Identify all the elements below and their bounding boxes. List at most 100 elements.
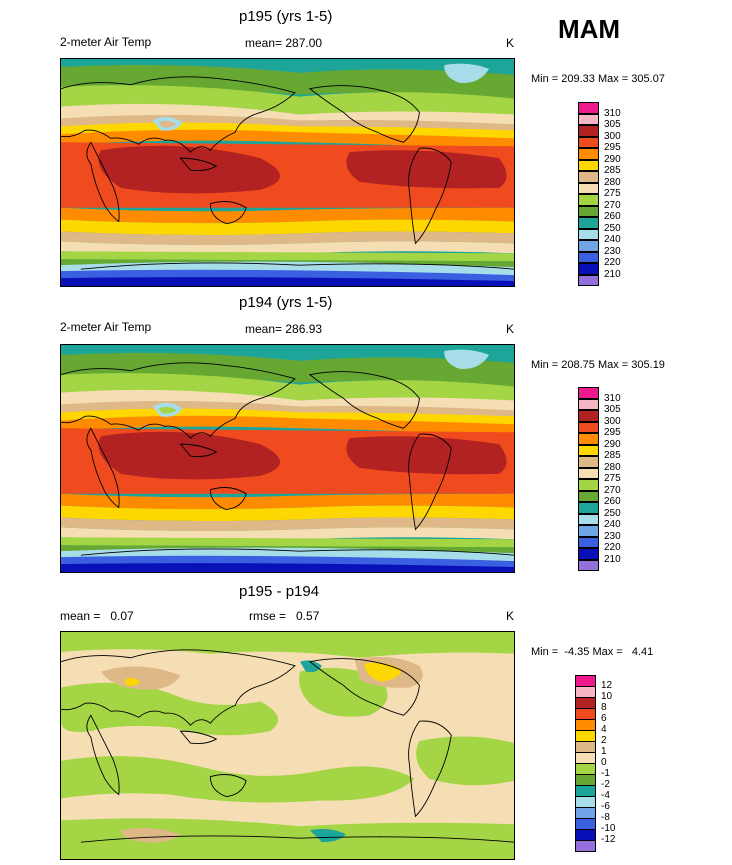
panel-3-units: K xyxy=(506,609,515,623)
legend-swatch xyxy=(578,251,599,263)
legend-tick-label: 10 xyxy=(601,691,613,702)
southern-ocean-band xyxy=(61,537,514,548)
legend-swatch xyxy=(578,240,599,252)
legend-tick-label: 6 xyxy=(601,713,607,724)
legend-swatch xyxy=(578,136,599,148)
legend-tick-label: 275 xyxy=(604,473,621,484)
legend-swatch xyxy=(575,785,596,797)
subtropic-south xyxy=(61,505,514,522)
panel-2-units: K xyxy=(506,322,515,336)
legend-swatch xyxy=(578,102,599,114)
legend-tick-label: 240 xyxy=(604,234,621,245)
panel-3-difference-field xyxy=(61,632,514,859)
positive-patch-antarctic xyxy=(120,828,181,843)
negative-peak-north-pacific xyxy=(299,660,322,673)
season-title: MAM xyxy=(558,14,621,44)
legend-tick-label: 230 xyxy=(604,245,621,257)
positive-patch-siberia xyxy=(100,666,181,690)
legend-tick-label: 4 xyxy=(601,724,607,735)
legend-tick-label: 1 xyxy=(601,746,607,757)
legend-tick-label: 305 xyxy=(604,119,621,130)
greenland xyxy=(444,349,490,370)
legend-swatch xyxy=(575,807,596,819)
legend-swatch xyxy=(578,548,599,560)
legend-swatch xyxy=(578,444,599,456)
legend-tick-label: 280 xyxy=(604,176,621,188)
legend-tick-label: 0 xyxy=(601,757,607,768)
legend-tick-label: 295 xyxy=(604,142,621,153)
legend-swatch xyxy=(575,818,596,830)
legend-tick-label: 220 xyxy=(604,542,621,553)
legend-swatch xyxy=(578,536,599,548)
legend-tick-label: 260 xyxy=(604,211,621,222)
panel-2-map xyxy=(60,344,515,573)
legend-swatch xyxy=(575,752,596,764)
polar-cool-band xyxy=(61,352,514,387)
warm-pool-indian xyxy=(98,431,281,480)
legend-tick-label: 300 xyxy=(604,130,621,142)
panel-3-title: p195 - p194 xyxy=(239,583,320,600)
legend-swatch xyxy=(575,796,596,808)
tropic-edge-south xyxy=(61,493,514,510)
warm-temperate-south xyxy=(61,517,514,531)
antarctica-interior xyxy=(61,563,514,572)
legend-swatch xyxy=(578,467,599,479)
antarctic-coast xyxy=(61,547,514,562)
legend-tick-label: 220 xyxy=(604,257,621,268)
legend-swatch xyxy=(575,675,596,687)
legend-swatch xyxy=(578,479,599,491)
subtropic-south xyxy=(61,219,514,236)
negative-patch-eurasia xyxy=(61,682,279,736)
legend-tick-label: 210 xyxy=(604,268,621,280)
southern-negative-band xyxy=(61,818,514,859)
panel-2-mean-label: mean= 286.93 xyxy=(245,322,323,336)
warm-temperate-south xyxy=(61,231,514,245)
panel-3-rmse-label: rmse = 0.57 xyxy=(249,609,320,623)
legend-swatch xyxy=(578,194,599,206)
mid-lat-band-north xyxy=(61,373,514,403)
legend-swatch xyxy=(575,829,596,841)
legend-tick-label: 270 xyxy=(604,199,621,211)
legend-tick-label: -2 xyxy=(601,779,610,790)
legend-swatch xyxy=(578,559,599,571)
panel-1-mean-label: mean= 287.00 xyxy=(245,36,323,50)
mid-lat-band-north xyxy=(61,85,514,117)
legend-swatch xyxy=(578,490,599,502)
legend-tick-label: 270 xyxy=(604,484,621,496)
antarctica-interior xyxy=(61,277,514,286)
legend-swatch xyxy=(578,159,599,171)
warm-pool-pacific xyxy=(346,150,507,189)
legend-tick-label: 285 xyxy=(604,450,621,461)
legend-swatch xyxy=(578,263,599,275)
legend-swatch xyxy=(578,502,599,514)
tropic-edge-south xyxy=(61,207,514,224)
legend-swatch xyxy=(578,513,599,525)
legend-swatch xyxy=(578,148,599,160)
legend-tick-label: 295 xyxy=(604,427,621,438)
legend-swatch xyxy=(578,410,599,422)
legend-swatch xyxy=(575,840,596,852)
legend-swatch xyxy=(578,421,599,433)
greenland xyxy=(444,63,490,84)
panel-1-variable-label: 2-meter Air Temp xyxy=(60,35,152,49)
legend-tick-label: 280 xyxy=(604,461,621,473)
tropic-edge-north xyxy=(61,129,514,151)
southern-ocean-band xyxy=(61,251,514,262)
legend-swatch xyxy=(578,125,599,137)
coastlines xyxy=(61,649,514,843)
legend-swatch xyxy=(575,774,596,786)
legend-swatch xyxy=(578,205,599,217)
positive-peak-canada xyxy=(364,662,402,682)
legend-tick-label: 290 xyxy=(604,438,621,450)
legend-swatch xyxy=(578,274,599,286)
legend-tick-label: 8 xyxy=(601,702,607,713)
tropic-edge-north xyxy=(61,415,514,437)
panel-1-map xyxy=(60,58,515,287)
panel-2-title: p194 (yrs 1-5) xyxy=(239,294,333,311)
legend-tick-label: 240 xyxy=(604,519,621,530)
legend-tick-label: -12 xyxy=(601,834,616,845)
tibetan-core xyxy=(158,406,177,414)
legend-swatch xyxy=(578,398,599,410)
tibetan-core xyxy=(158,120,177,128)
legend-swatch xyxy=(575,686,596,698)
